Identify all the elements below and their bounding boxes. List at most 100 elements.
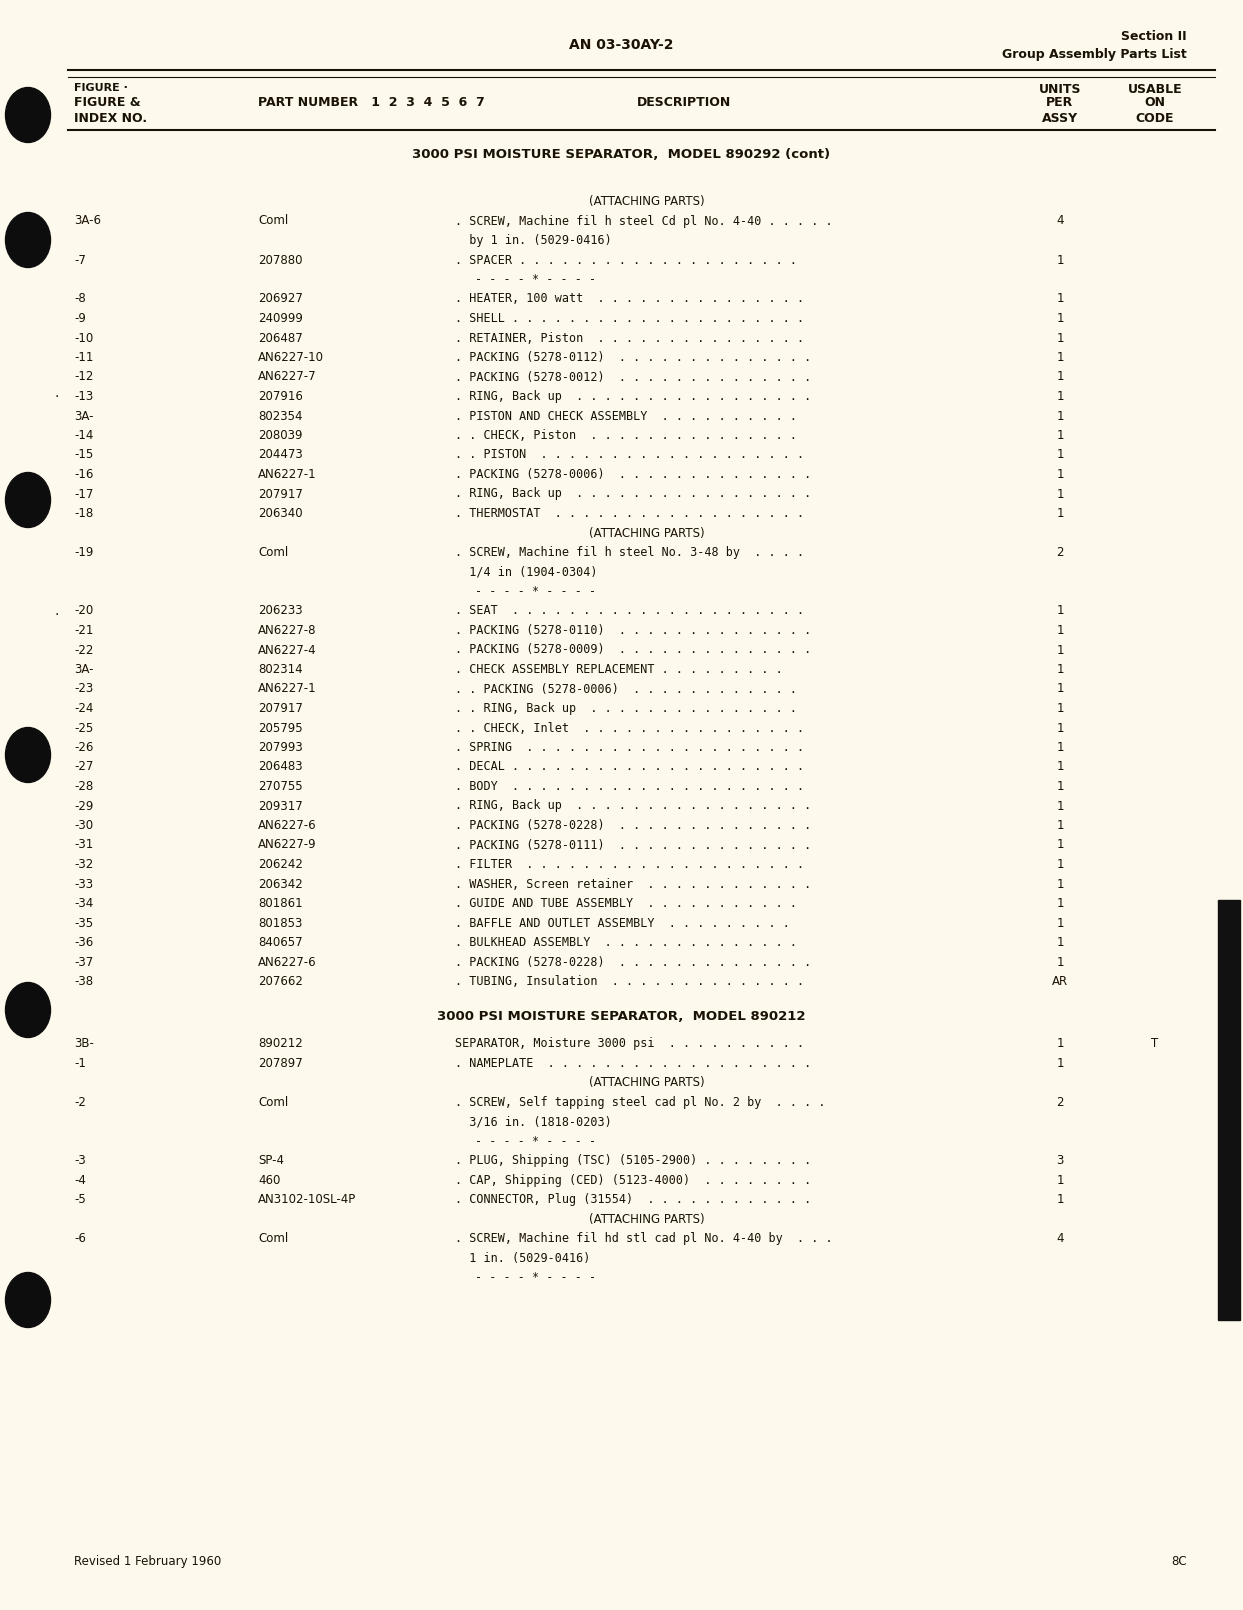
Text: AN6227-10: AN6227-10 xyxy=(259,351,324,364)
Text: 1: 1 xyxy=(1057,800,1064,813)
Text: 1: 1 xyxy=(1057,935,1064,948)
Text: - - - - * - - - -: - - - - * - - - - xyxy=(475,1272,597,1285)
Text: AN6227-9: AN6227-9 xyxy=(259,839,317,852)
Text: 1: 1 xyxy=(1057,332,1064,345)
Text: 1: 1 xyxy=(1057,449,1064,462)
Text: . BAFFLE AND OUTLET ASSEMBLY  . . . . . . . . .: . BAFFLE AND OUTLET ASSEMBLY . . . . . .… xyxy=(455,916,789,929)
Text: 206483: 206483 xyxy=(259,760,302,773)
Text: 207662: 207662 xyxy=(259,976,303,989)
Text: -29: -29 xyxy=(75,800,93,813)
Text: 204473: 204473 xyxy=(259,449,303,462)
Text: 1: 1 xyxy=(1057,916,1064,929)
Text: . SHELL . . . . . . . . . . . . . . . . . . . . .: . SHELL . . . . . . . . . . . . . . . . … xyxy=(455,312,804,325)
Text: -14: -14 xyxy=(75,428,93,443)
Text: Group Assembly Parts List: Group Assembly Parts List xyxy=(1002,48,1187,61)
Text: FIGURE &: FIGURE & xyxy=(75,97,140,109)
Text: 1: 1 xyxy=(1057,721,1064,734)
Text: 1: 1 xyxy=(1057,663,1064,676)
Text: SP-4: SP-4 xyxy=(259,1154,283,1167)
Text: AN6227-7: AN6227-7 xyxy=(259,370,317,383)
Text: 206340: 206340 xyxy=(259,507,302,520)
Text: 206233: 206233 xyxy=(259,604,302,618)
Text: PART NUMBER   1  2  3  4  5  6  7: PART NUMBER 1 2 3 4 5 6 7 xyxy=(259,97,485,109)
Text: 1: 1 xyxy=(1057,1056,1064,1071)
Text: . PACKING (5278-0009)  . . . . . . . . . . . . . .: . PACKING (5278-0009) . . . . . . . . . … xyxy=(455,644,812,657)
Text: CODE: CODE xyxy=(1136,113,1175,126)
Bar xyxy=(1218,900,1241,1320)
Text: 4: 4 xyxy=(1057,1232,1064,1246)
Text: UNITS: UNITS xyxy=(1039,84,1081,97)
Text: . DECAL . . . . . . . . . . . . . . . . . . . . .: . DECAL . . . . . . . . . . . . . . . . … xyxy=(455,760,804,773)
Text: 206927: 206927 xyxy=(259,293,303,306)
Ellipse shape xyxy=(5,982,51,1037)
Text: -23: -23 xyxy=(75,683,93,696)
Text: 3000 PSI MOISTURE SEPARATOR,  MODEL 890212: 3000 PSI MOISTURE SEPARATOR, MODEL 89021… xyxy=(438,1009,805,1022)
Text: . PACKING (5278-0228)  . . . . . . . . . . . . . .: . PACKING (5278-0228) . . . . . . . . . … xyxy=(455,955,812,969)
Text: -30: -30 xyxy=(75,819,93,832)
Text: -18: -18 xyxy=(75,507,93,520)
Text: 207917: 207917 xyxy=(259,702,303,715)
Text: . SCREW, Machine fil hd stl cad pl No. 4-40 by  . . .: . SCREW, Machine fil hd stl cad pl No. 4… xyxy=(455,1232,833,1246)
Text: - - - - * - - - -: - - - - * - - - - xyxy=(475,1135,597,1148)
Text: -5: -5 xyxy=(75,1193,86,1206)
Text: . PACKING (5278-0110)  . . . . . . . . . . . . . .: . PACKING (5278-0110) . . . . . . . . . … xyxy=(455,625,812,638)
Text: FIGURE ·: FIGURE · xyxy=(75,84,128,93)
Text: (ATTACHING PARTS): (ATTACHING PARTS) xyxy=(588,1077,705,1090)
Text: . . PISTON  . . . . . . . . . . . . . . . . . . .: . . PISTON . . . . . . . . . . . . . . .… xyxy=(455,449,804,462)
Text: 207880: 207880 xyxy=(259,253,302,267)
Text: -11: -11 xyxy=(75,351,93,364)
Text: -24: -24 xyxy=(75,702,93,715)
Text: 3/16 in. (1818-0203): 3/16 in. (1818-0203) xyxy=(455,1116,612,1129)
Text: 1: 1 xyxy=(1057,293,1064,306)
Text: 205795: 205795 xyxy=(259,721,302,734)
Text: -26: -26 xyxy=(75,741,93,753)
Text: AN3102-10SL-4P: AN3102-10SL-4P xyxy=(259,1193,357,1206)
Text: 802354: 802354 xyxy=(259,409,302,422)
Text: 1: 1 xyxy=(1057,488,1064,501)
Text: 1: 1 xyxy=(1057,858,1064,871)
Text: -32: -32 xyxy=(75,858,93,871)
Text: 1: 1 xyxy=(1057,428,1064,443)
Text: 206487: 206487 xyxy=(259,332,303,345)
Text: -31: -31 xyxy=(75,839,93,852)
Text: -15: -15 xyxy=(75,449,93,462)
Text: 890212: 890212 xyxy=(259,1037,303,1050)
Text: SEPARATOR, Moisture 3000 psi  . . . . . . . . . .: SEPARATOR, Moisture 3000 psi . . . . . .… xyxy=(455,1037,804,1050)
Text: 209317: 209317 xyxy=(259,800,303,813)
Text: . TUBING, Insulation  . . . . . . . . . . . . . .: . TUBING, Insulation . . . . . . . . . .… xyxy=(455,976,804,989)
Text: . SEAT  . . . . . . . . . . . . . . . . . . . . .: . SEAT . . . . . . . . . . . . . . . . .… xyxy=(455,604,804,618)
Text: . SCREW, Machine fil h steel No. 3-48 by  . . . .: . SCREW, Machine fil h steel No. 3-48 by… xyxy=(455,546,804,559)
Ellipse shape xyxy=(5,213,51,267)
Text: . RING, Back up  . . . . . . . . . . . . . . . . .: . RING, Back up . . . . . . . . . . . . … xyxy=(455,390,812,402)
Text: INDEX NO.: INDEX NO. xyxy=(75,113,147,126)
Text: -4: -4 xyxy=(75,1174,86,1187)
Text: . RETAINER, Piston  . . . . . . . . . . . . . . .: . RETAINER, Piston . . . . . . . . . . .… xyxy=(455,332,804,345)
Text: . PACKING (5278-0006)  . . . . . . . . . . . . . .: . PACKING (5278-0006) . . . . . . . . . … xyxy=(455,469,812,481)
Text: ASSY: ASSY xyxy=(1042,113,1078,126)
Text: 801861: 801861 xyxy=(259,897,302,910)
Text: 1: 1 xyxy=(1057,839,1064,852)
Text: . . PACKING (5278-0006)  . . . . . . . . . . . .: . . PACKING (5278-0006) . . . . . . . . … xyxy=(455,683,797,696)
Text: -34: -34 xyxy=(75,897,93,910)
Text: 2: 2 xyxy=(1057,1096,1064,1109)
Text: . PLUG, Shipping (TSC) (5105-2900) . . . . . . . .: . PLUG, Shipping (TSC) (5105-2900) . . .… xyxy=(455,1154,812,1167)
Text: Coml: Coml xyxy=(259,1096,288,1109)
Text: . CONNECTOR, Plug (31554)  . . . . . . . . . . . .: . CONNECTOR, Plug (31554) . . . . . . . … xyxy=(455,1193,812,1206)
Text: 1: 1 xyxy=(1057,507,1064,520)
Text: (ATTACHING PARTS): (ATTACHING PARTS) xyxy=(588,195,705,208)
Text: 206242: 206242 xyxy=(259,858,303,871)
Text: 1: 1 xyxy=(1057,1174,1064,1187)
Text: . PACKING (5278-0012)  . . . . . . . . . . . . . .: . PACKING (5278-0012) . . . . . . . . . … xyxy=(455,370,812,383)
Text: 1: 1 xyxy=(1057,604,1064,618)
Text: . PISTON AND CHECK ASSEMBLY  . . . . . . . . . .: . PISTON AND CHECK ASSEMBLY . . . . . . … xyxy=(455,409,797,422)
Text: . BULKHEAD ASSEMBLY  . . . . . . . . . . . . . .: . BULKHEAD ASSEMBLY . . . . . . . . . . … xyxy=(455,935,797,948)
Text: 4: 4 xyxy=(1057,214,1064,227)
Text: . . CHECK, Piston  . . . . . . . . . . . . . . .: . . CHECK, Piston . . . . . . . . . . . … xyxy=(455,428,797,443)
Text: AR: AR xyxy=(1052,976,1068,989)
Text: . BODY  . . . . . . . . . . . . . . . . . . . . .: . BODY . . . . . . . . . . . . . . . . .… xyxy=(455,779,804,794)
Text: -9: -9 xyxy=(75,312,86,325)
Text: -2: -2 xyxy=(75,1096,86,1109)
Text: AN 03-30AY-2: AN 03-30AY-2 xyxy=(569,39,674,52)
Ellipse shape xyxy=(5,1272,51,1328)
Text: 1: 1 xyxy=(1057,351,1064,364)
